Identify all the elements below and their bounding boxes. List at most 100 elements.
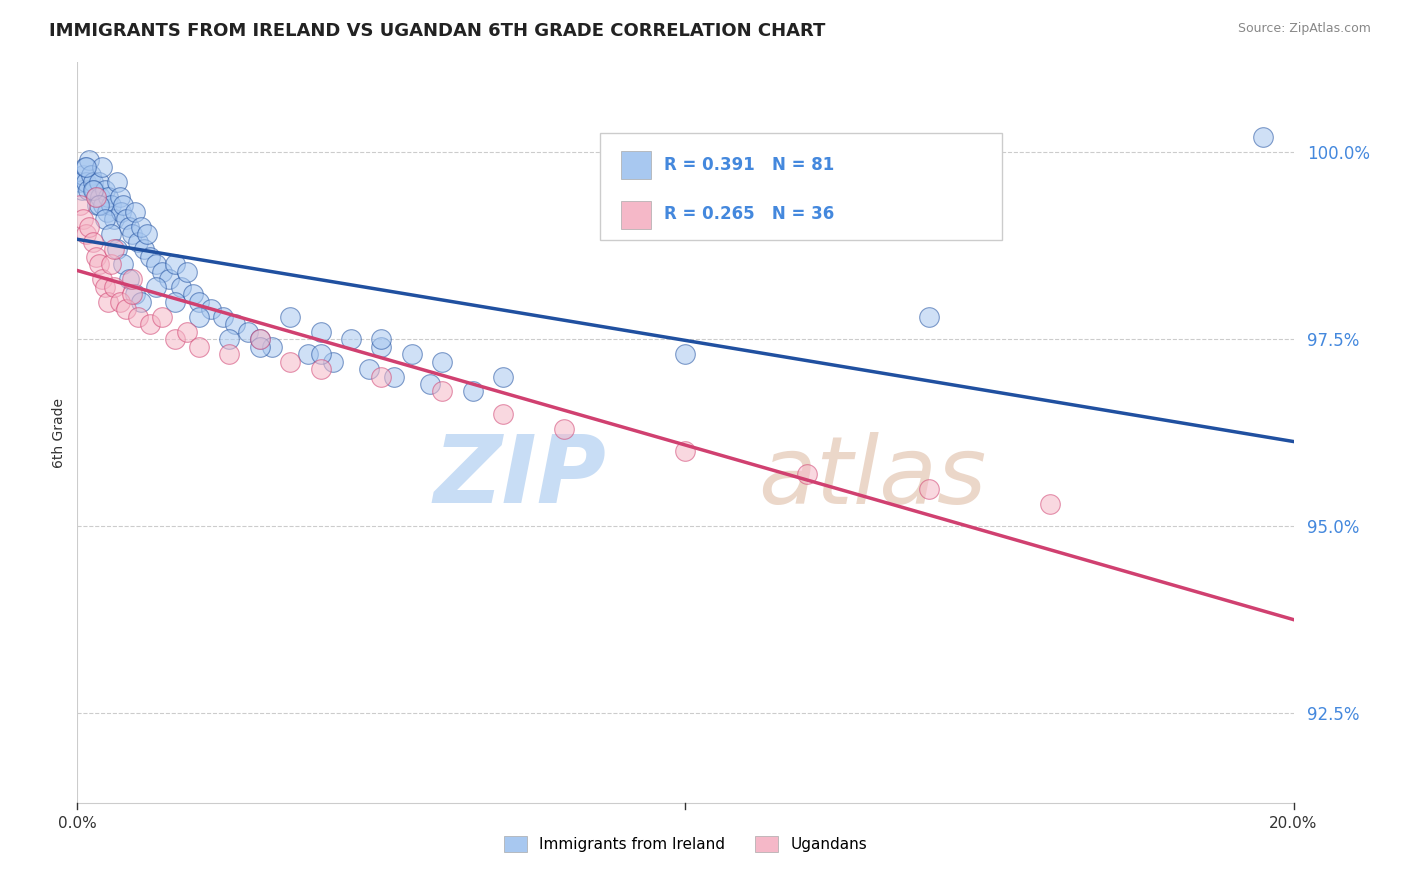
Point (129, 219, 152, 234)
Point (322, 354, 344, 368)
Point (309, 362, 332, 376)
Point (136, 227, 159, 242)
Point (75, 175, 97, 189)
Point (108, 294, 131, 309)
Point (176, 265, 198, 279)
Point (100, 227, 122, 242)
Point (79, 219, 101, 234)
FancyBboxPatch shape (600, 133, 1001, 240)
Point (340, 332, 363, 346)
Point (105, 243, 128, 257)
Point (82, 183, 104, 197)
Point (370, 340, 392, 354)
Point (75, 160, 97, 174)
Point (97, 190, 120, 204)
Point (370, 369, 392, 384)
Point (176, 325, 198, 339)
Point (145, 280, 167, 294)
Point (69, 175, 91, 189)
Point (492, 369, 515, 384)
Point (75, 227, 97, 242)
Point (181, 287, 204, 301)
Point (91, 197, 114, 211)
Point (139, 317, 162, 331)
Point (72, 168, 94, 182)
Point (84, 250, 107, 264)
Point (121, 227, 143, 242)
Point (796, 467, 818, 481)
Point (84, 190, 107, 204)
Point (249, 332, 271, 346)
Text: R = 0.391   N = 81: R = 0.391 N = 81 (664, 156, 834, 174)
Point (249, 332, 271, 346)
Point (224, 317, 246, 331)
Point (129, 294, 152, 309)
Point (115, 302, 138, 317)
Point (401, 347, 423, 361)
Point (79, 153, 101, 167)
Point (111, 257, 134, 271)
Point (69, 197, 91, 211)
Point (118, 272, 141, 286)
Point (124, 205, 146, 219)
Point (93, 212, 115, 227)
Point (70, 183, 93, 197)
Point (278, 354, 301, 368)
Y-axis label: 6th Grade: 6th Grade (52, 398, 66, 467)
Point (134, 243, 156, 257)
Point (309, 325, 332, 339)
Point (297, 347, 319, 361)
Point (430, 354, 453, 368)
Point (278, 310, 301, 324)
Point (553, 422, 575, 436)
Point (124, 287, 146, 301)
Text: atlas: atlas (758, 432, 987, 523)
Text: IMMIGRANTS FROM IRELAND VS UGANDAN 6TH GRADE CORRELATION CHART: IMMIGRANTS FROM IRELAND VS UGANDAN 6TH G… (49, 22, 825, 40)
Point (370, 332, 392, 346)
Point (90, 272, 112, 286)
Point (111, 197, 134, 211)
Point (93, 280, 115, 294)
Text: ZIP: ZIP (433, 431, 606, 523)
Point (675, 444, 697, 458)
Bar (621, 202, 651, 229)
Point (188, 310, 211, 324)
Point (461, 384, 484, 399)
Point (97, 294, 120, 309)
Point (90, 160, 112, 174)
Point (918, 310, 941, 324)
Point (152, 265, 174, 279)
Text: Source: ZipAtlas.com: Source: ZipAtlas.com (1237, 22, 1371, 36)
Point (212, 310, 235, 324)
Point (218, 347, 240, 361)
Point (157, 272, 180, 286)
Point (430, 384, 453, 399)
Point (188, 294, 211, 309)
Point (200, 302, 222, 317)
Point (87, 175, 110, 189)
Point (675, 347, 697, 361)
Point (152, 310, 174, 324)
Point (110, 205, 132, 219)
Point (188, 340, 211, 354)
Point (918, 482, 941, 496)
Point (82, 175, 104, 189)
Point (139, 250, 162, 264)
Point (72, 212, 94, 227)
Point (80, 168, 103, 182)
Point (236, 325, 259, 339)
Point (103, 212, 125, 227)
Point (89, 190, 111, 204)
Point (419, 377, 441, 392)
Point (121, 287, 143, 301)
Point (115, 212, 138, 227)
Point (163, 332, 186, 346)
Text: 0.0%: 0.0% (58, 816, 97, 831)
Point (82, 235, 104, 249)
Point (163, 257, 186, 271)
Point (96, 205, 118, 219)
Point (87, 257, 110, 271)
Point (103, 243, 125, 257)
Point (249, 340, 271, 354)
Point (73, 160, 96, 174)
